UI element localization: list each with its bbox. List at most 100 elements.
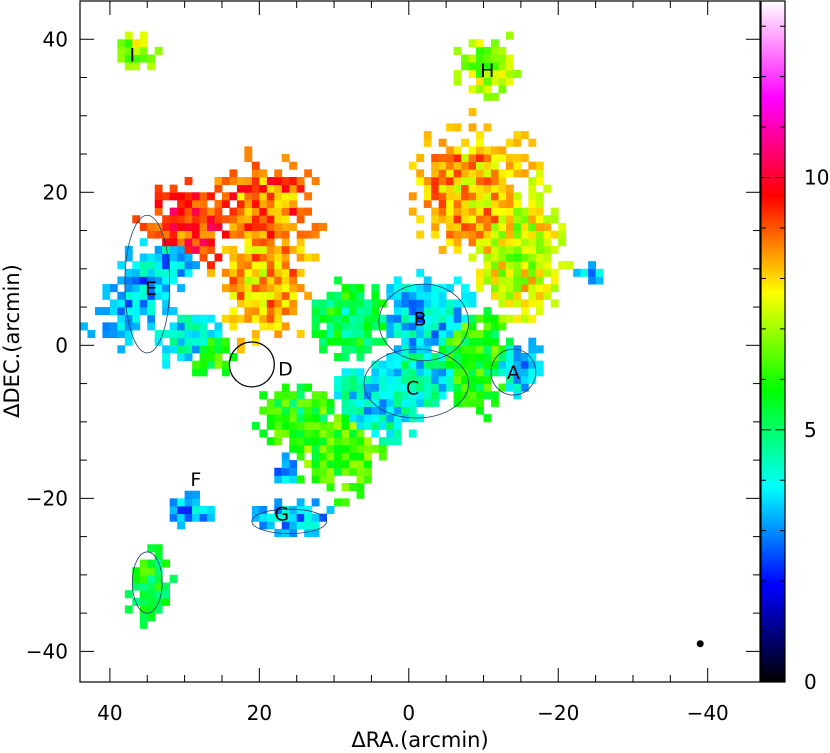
map-pixel [535, 360, 544, 369]
map-pixel [162, 590, 171, 599]
map-pixel [431, 291, 440, 300]
map-pixel [341, 437, 350, 446]
map-pixel [147, 291, 156, 300]
map-pixel [311, 391, 320, 400]
map-pixel [498, 192, 507, 201]
map-pixel [296, 207, 305, 216]
map-pixel [468, 154, 477, 163]
map-pixel [199, 352, 208, 362]
map-pixel [199, 337, 208, 346]
map-pixel [468, 176, 477, 186]
map-pixel [505, 368, 514, 377]
map-pixel [251, 299, 260, 308]
map-pixel [401, 375, 410, 384]
map-pixel [476, 54, 484, 63]
map-pixel [274, 253, 283, 262]
map-pixel [505, 31, 514, 40]
map-pixel [468, 108, 477, 117]
map-pixel [349, 437, 357, 446]
map-pixel [349, 322, 357, 331]
map-pixel [266, 245, 275, 254]
map-pixel [124, 268, 133, 277]
map-pixel [520, 253, 529, 262]
map-pixel [483, 238, 492, 247]
map-pixel [461, 391, 469, 400]
map-pixel [453, 368, 462, 377]
map-pixel [274, 215, 283, 224]
map-pixel [476, 230, 484, 239]
map-pixel [214, 184, 223, 193]
map-pixel [139, 261, 148, 270]
map-pixel [207, 352, 215, 362]
map-pixel [513, 238, 522, 247]
map-pixel [371, 360, 380, 369]
map-pixel [154, 284, 163, 293]
map-pixel [393, 307, 402, 316]
map-pixel [319, 460, 327, 469]
map-pixel [535, 276, 544, 285]
map-pixel [505, 77, 514, 86]
map-pixel [483, 360, 492, 369]
map-pixel [341, 398, 350, 407]
map-pixel [356, 314, 365, 323]
map-pixel [236, 337, 245, 346]
map-pixel [251, 169, 260, 178]
map-pixel [356, 291, 365, 300]
map-pixel [431, 314, 440, 323]
map-pixel [132, 261, 141, 270]
map-pixel [483, 261, 492, 270]
map-pixel [535, 345, 544, 354]
map-pixel [281, 284, 290, 293]
map-pixel [274, 169, 283, 178]
colorbar: 0 5 10 [760, 0, 829, 694]
map-pixel [266, 307, 275, 316]
map-pixel [408, 406, 417, 415]
map-pixel [341, 460, 350, 469]
map-pixel [236, 276, 245, 285]
map-pixel [490, 199, 499, 208]
colorbar-tick-label: 0 [804, 670, 817, 694]
map-pixel [177, 268, 186, 277]
map-pixel [259, 406, 268, 415]
map-pixel [461, 176, 469, 186]
map-pixel [349, 460, 357, 469]
map-pixel [490, 314, 499, 323]
map-pixel [229, 230, 238, 239]
map-pixel [334, 375, 342, 384]
map-pixel [296, 330, 305, 339]
map-pixel [468, 391, 477, 400]
map-pixel [169, 276, 178, 285]
map-pixel [274, 406, 283, 415]
map-pixel [124, 39, 133, 48]
map-pixel [468, 238, 477, 247]
map-pixel [513, 169, 522, 178]
map-pixel [162, 307, 171, 316]
map-pixel [393, 391, 402, 400]
map-pixel [139, 46, 148, 55]
map-pixel [147, 230, 156, 239]
map-pixel [154, 207, 163, 216]
map-pixel [393, 429, 402, 438]
map-pixel [236, 284, 245, 293]
map-pixel [438, 345, 447, 354]
map-pixel [453, 299, 462, 308]
map-pixel [281, 467, 290, 476]
map-pixel [356, 299, 365, 308]
map-pixel [490, 238, 499, 247]
map-pixel [124, 299, 133, 308]
map-pixel [274, 207, 283, 216]
map-pixel [356, 406, 365, 415]
map-pixel [378, 406, 387, 415]
map-pixel [446, 222, 455, 231]
map-pixel [386, 284, 395, 293]
map-pixel [483, 85, 492, 94]
map-pixel [192, 222, 200, 231]
map-pixel [244, 184, 253, 193]
map-pixel [401, 398, 410, 407]
map-pixel [319, 299, 327, 308]
map-pixel [520, 307, 529, 316]
map-pixel [446, 360, 455, 369]
y-tick-label: −40 [26, 639, 68, 663]
map-pixel [326, 337, 335, 346]
map-pixel [177, 322, 186, 331]
